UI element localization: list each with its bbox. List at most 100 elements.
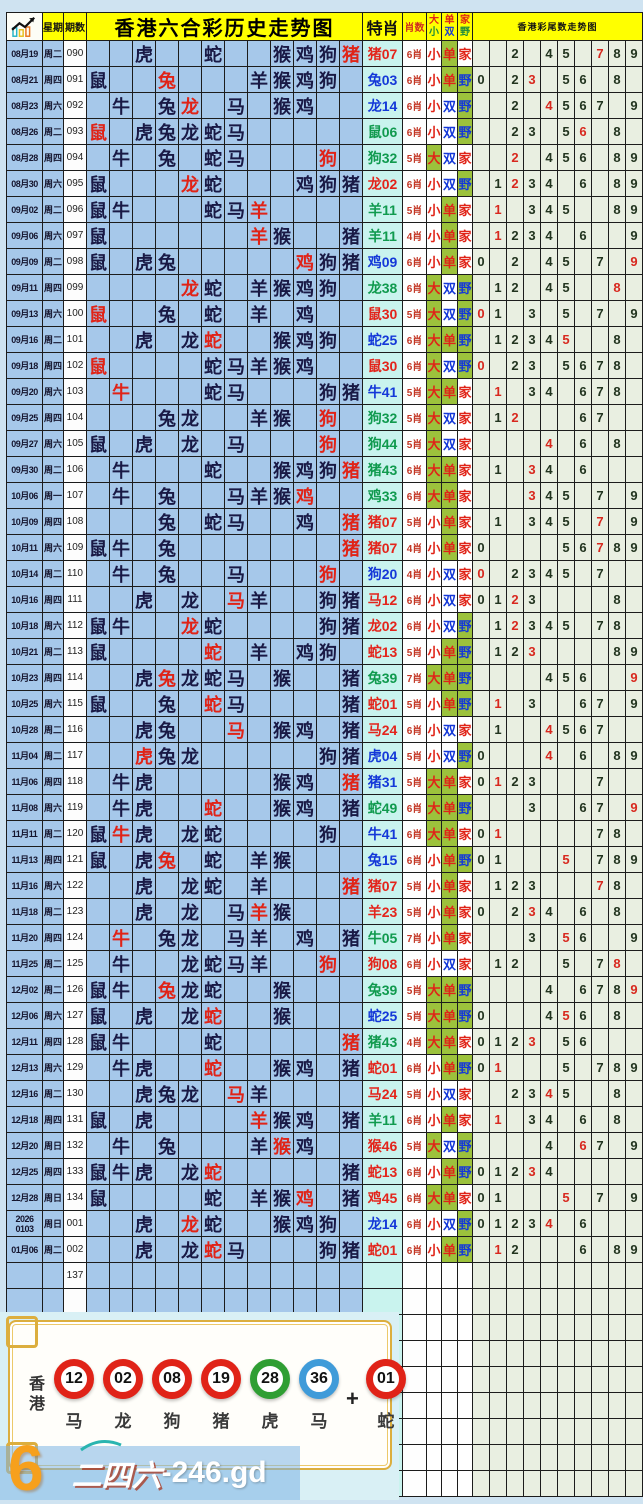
zodiac-cell	[340, 327, 363, 353]
tail-cell	[490, 1263, 507, 1289]
tail-cell	[609, 1419, 626, 1445]
tail-cell: 8	[609, 41, 626, 67]
tail-cell: 0	[473, 1029, 490, 1055]
tail-cell	[609, 1211, 626, 1237]
tail-cell: 1	[490, 951, 507, 977]
tail-cell	[524, 1445, 541, 1471]
zodiac-cell	[340, 353, 363, 379]
special-cell: 蛇01	[363, 1237, 403, 1263]
zodiac-cell	[225, 535, 248, 561]
zodiac-cell	[202, 769, 225, 795]
zodiac-cell	[133, 613, 156, 639]
tail-cell: 4	[541, 1107, 558, 1133]
zodiac-cell	[340, 93, 363, 119]
tail-cell	[558, 1471, 575, 1497]
tail-cell	[524, 665, 541, 691]
tail-cell: 2	[507, 275, 524, 301]
zodiac-cell: 兔	[156, 509, 179, 535]
tail-cell	[490, 1289, 507, 1315]
tail-cell	[609, 509, 626, 535]
zodiac-cell	[294, 899, 317, 925]
home-cell: 野	[458, 1211, 473, 1237]
tail-cell: 8	[609, 327, 626, 353]
special-cell: 羊11	[363, 1107, 403, 1133]
tail-cell	[626, 119, 643, 145]
period-cell: 125	[64, 951, 87, 977]
tail-cell	[541, 587, 558, 613]
tail-cell: 5	[558, 1185, 575, 1211]
tail-cell: 3	[524, 379, 541, 405]
parity-cell: 双	[442, 1133, 458, 1159]
tail-cell	[490, 119, 507, 145]
zodiac-cell: 兔	[156, 119, 179, 145]
zodiac-cell	[294, 1003, 317, 1029]
zodiac-cell: 牛	[110, 821, 133, 847]
date-cell: 11月25	[7, 951, 43, 977]
tail-cell	[558, 1237, 575, 1263]
tail-cell	[524, 41, 541, 67]
zodiac-cell: 猪	[340, 171, 363, 197]
tail-cell	[524, 535, 541, 561]
tail-cell	[524, 1185, 541, 1211]
zodiac-cell	[225, 1003, 248, 1029]
period-cell: 121	[64, 847, 87, 873]
tail-cell	[507, 1393, 524, 1419]
zodiac-cell	[179, 223, 202, 249]
tail-cell	[473, 171, 490, 197]
zodiac-cell	[179, 769, 202, 795]
tail-cell	[592, 1107, 609, 1133]
count-cell	[403, 1341, 427, 1367]
special-cell: 蛇01	[363, 691, 403, 717]
zodiac-cell: 蛇	[202, 821, 225, 847]
zodiac-cell: 猪	[340, 249, 363, 275]
tail-cell	[575, 197, 592, 223]
zodiac-cell	[317, 899, 340, 925]
date-cell: 10月18	[7, 613, 43, 639]
ball-zodiac-label: 马	[310, 1411, 328, 1431]
tail-cell	[575, 275, 592, 301]
parity-cell	[442, 1471, 458, 1497]
tail-cell: 4	[541, 717, 558, 743]
date-cell: 10月28	[7, 717, 43, 743]
tail-cell	[558, 691, 575, 717]
tail-cell	[575, 1445, 592, 1471]
table-header: 星期 期数 香港六合彩历史走势图 特肖 肖数 大 小 单 双 家 野 香港彩尾数…	[7, 13, 643, 41]
zodiac-cell: 牛	[110, 977, 133, 1003]
tail-cell	[473, 639, 490, 665]
column-header-special: 特肖	[363, 13, 403, 41]
tail-cell: 0	[473, 1185, 490, 1211]
table-row: 09月16 周二 101 虎龙蛇猴鸡狗蛇25 6肖大单野 1 2 3 4 5 8	[7, 327, 643, 353]
special-cell: 蛇49	[363, 795, 403, 821]
period-cell: 093	[64, 119, 87, 145]
home-cell: 野	[458, 67, 473, 93]
zodiac-cell: 马	[225, 483, 248, 509]
tail-cell	[473, 977, 490, 1003]
tail-cell	[609, 925, 626, 951]
zodiac-cell	[271, 951, 294, 977]
tail-cell	[575, 1341, 592, 1367]
weekday-cell: 周二	[43, 119, 64, 145]
tail-cell	[609, 223, 626, 249]
parity-cell: 单	[442, 899, 458, 925]
zodiac-cell: 猴	[271, 1003, 294, 1029]
tail-cell	[626, 1081, 643, 1107]
tail-cell: 2	[507, 1211, 524, 1237]
special-cell: 鼠30	[363, 301, 403, 327]
home-cell: 野	[458, 119, 473, 145]
zodiac-cell: 蛇	[202, 119, 225, 145]
tail-cell	[592, 145, 609, 171]
zodiac-cell: 鸡	[294, 353, 317, 379]
size-cell: 大	[427, 327, 442, 353]
tail-cell	[524, 93, 541, 119]
zodiac-cell	[271, 1159, 294, 1185]
zodiac-cell	[179, 197, 202, 223]
home-cell: 野	[458, 353, 473, 379]
zodiac-cell: 羊	[248, 353, 271, 379]
parity-cell: 双	[442, 93, 458, 119]
zodiac-cell	[110, 405, 133, 431]
weekday-cell: 周二	[43, 717, 64, 743]
zodiac-cell	[179, 353, 202, 379]
zodiac-cell: 虎	[133, 587, 156, 613]
tail-cell	[524, 145, 541, 171]
date-cell: 10月16	[7, 587, 43, 613]
